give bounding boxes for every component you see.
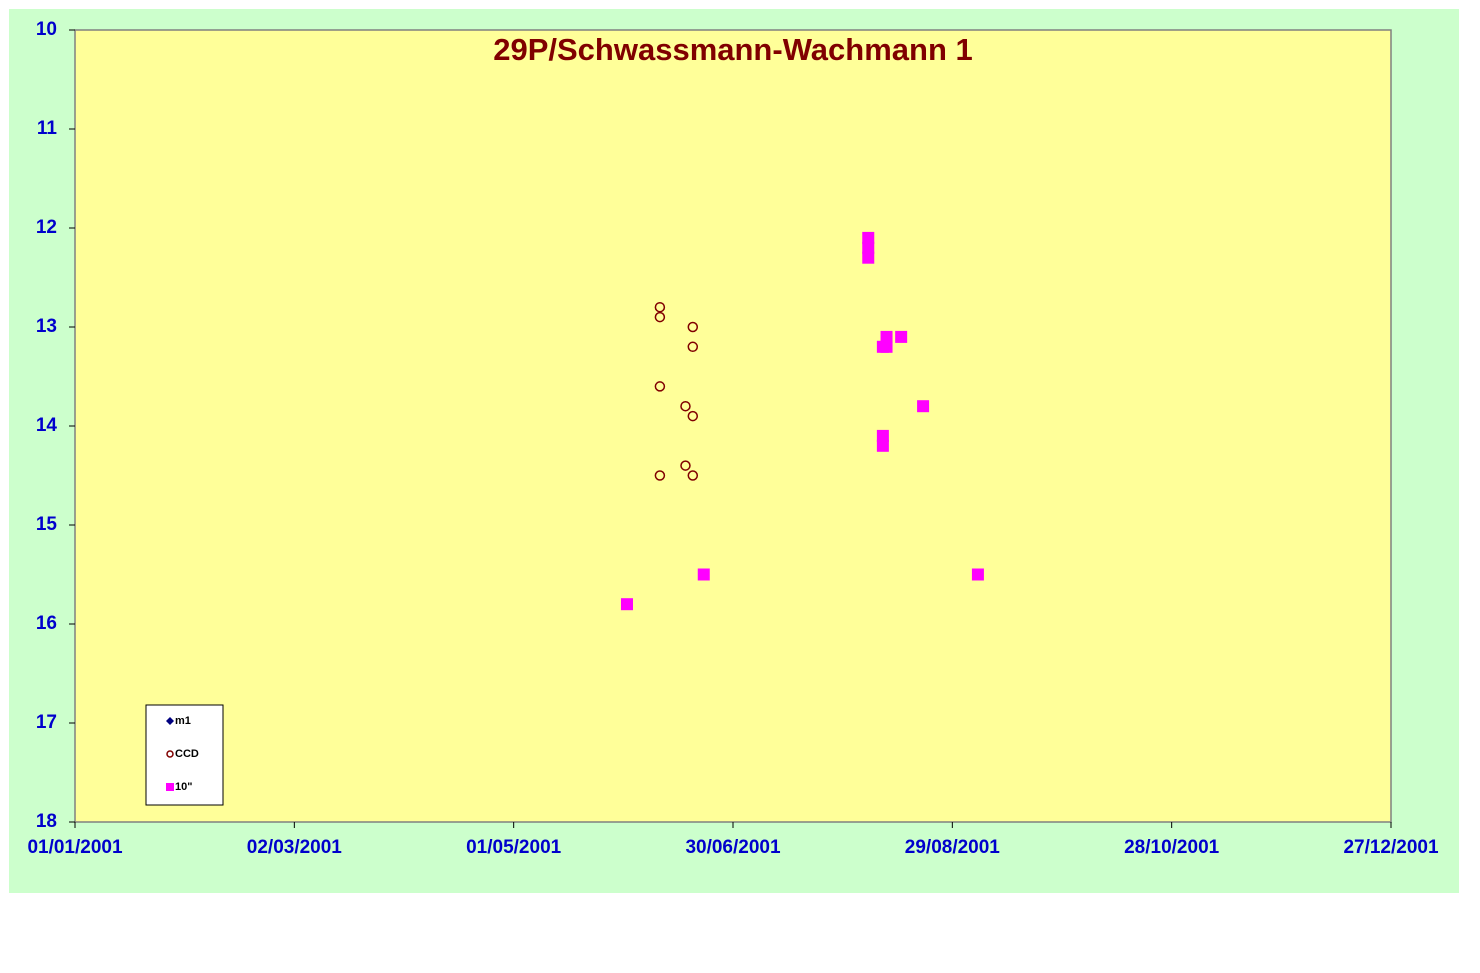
point — [687, 341, 699, 353]
point — [971, 568, 984, 581]
x-tick-label: 30/06/2001 — [685, 837, 781, 858]
y-tick-label: 12 — [36, 217, 57, 238]
point — [917, 400, 930, 413]
point — [862, 241, 875, 254]
x-tick-label: 29/08/2001 — [905, 837, 1001, 858]
point — [687, 470, 699, 481]
x-tick-label: 27/12/2001 — [1343, 837, 1439, 858]
x-tick-label: 02/03/2001 — [247, 837, 343, 858]
point — [880, 340, 893, 353]
point — [862, 231, 875, 244]
point — [680, 400, 691, 412]
x-tick-label: 01/01/2001 — [27, 837, 123, 858]
point — [654, 301, 666, 313]
x-tick-label: 28/10/2001 — [1124, 837, 1220, 858]
y-tick-label: 15 — [36, 514, 58, 535]
y-tick-label: 14 — [36, 415, 58, 436]
point — [654, 470, 666, 481]
y-tick-label: 10 — [36, 19, 57, 40]
y-tick-label: 13 — [36, 316, 57, 337]
point — [687, 410, 699, 422]
plot-area — [74, 29, 1392, 823]
legend — [145, 704, 224, 806]
point — [862, 251, 875, 264]
y-tick-label: 16 — [36, 613, 57, 634]
x-tick-label: 01/05/2001 — [466, 837, 562, 858]
point — [697, 568, 710, 581]
legend-label: 10" — [175, 781, 192, 793]
point — [876, 429, 889, 442]
point — [680, 460, 691, 471]
legend-marker — [166, 783, 174, 791]
y-tick-label: 18 — [36, 811, 57, 832]
point — [895, 330, 908, 343]
legend-label: CCD — [175, 748, 199, 760]
point — [654, 381, 666, 392]
y-tick-label: 17 — [36, 712, 57, 733]
chart-title: 29P/Schwassmann-Wachmann 1 — [493, 32, 973, 67]
point — [880, 330, 893, 343]
point — [654, 311, 666, 323]
point — [620, 598, 633, 611]
legend-label: m1 — [175, 715, 191, 727]
legend-marker — [166, 717, 174, 725]
point — [687, 321, 699, 333]
y-tick-label: 11 — [37, 118, 58, 139]
legend-marker — [166, 750, 174, 758]
point — [876, 439, 889, 452]
